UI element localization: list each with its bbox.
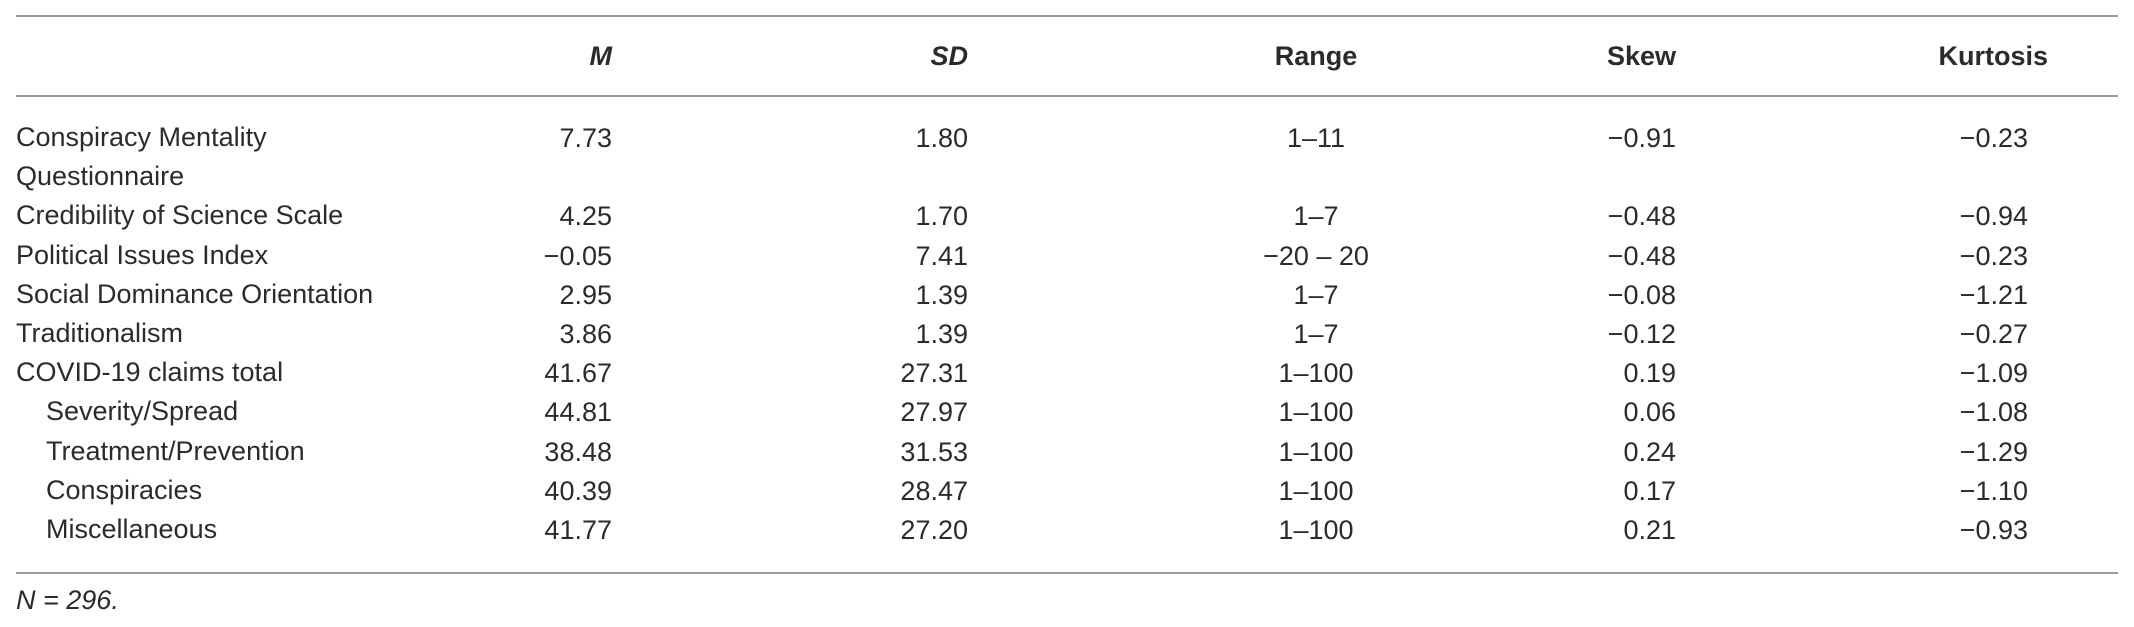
- cell-skew: −0.12: [1607, 318, 1676, 349]
- cell-m: 41.67: [544, 358, 612, 389]
- cell-skew: 0.19: [1623, 358, 1676, 389]
- cell-kurtosis: −0.23: [1959, 240, 2028, 271]
- cell-kurtosis: −1.09: [1959, 358, 2028, 389]
- table-row: Conspiracy Mentality Questionnaire 7.73 1.…: [16, 118, 2118, 196]
- cell-skew: −0.48: [1607, 201, 1676, 232]
- cell-sd: 27.97: [900, 397, 968, 428]
- table-row: Credibility of Science Scale 4.25 1.70 1–7 −…: [16, 196, 2118, 235]
- cell-m: 38.48: [544, 436, 612, 467]
- cell-range: 1–7: [1293, 279, 1339, 310]
- cell-range: 1–11: [1286, 123, 1346, 153]
- cell-m: 40.39: [544, 475, 612, 506]
- cell-sd: 1.39: [915, 279, 968, 310]
- cell-skew: −0.08: [1607, 279, 1676, 310]
- table-row: Traditionalism 3.86 1.39 1–7 −0.12 −0.27: [16, 314, 2118, 353]
- cell-range: 1–100: [1278, 436, 1354, 467]
- cell-m: −0.05: [543, 240, 612, 271]
- row-label: Political Issues Index: [16, 239, 269, 270]
- table-header-rule: [16, 95, 2118, 97]
- cell-skew: 0.17: [1623, 475, 1676, 506]
- cell-range: −20 – 20: [1263, 240, 1369, 271]
- header-m: M: [589, 41, 613, 71]
- table-row: Conspiracies 40.39 28.47 1–100 0.17 −1.10: [16, 471, 2118, 510]
- cell-range: 1–100: [1278, 397, 1354, 428]
- cell-m: 4.25: [559, 201, 612, 232]
- header-kurtosis: Kurtosis: [1938, 41, 2048, 71]
- table-row: COVID-19 claims total 41.67 27.31 1–100 0.19…: [16, 353, 2118, 392]
- table-bottom-rule: [16, 572, 2118, 574]
- cell-kurtosis: −0.93: [1959, 514, 2028, 545]
- row-label: Miscellaneous: [46, 513, 218, 544]
- cell-kurtosis: −0.23: [1959, 123, 2028, 153]
- table-row: Severity/Spread 44.81 27.97 1–100 0.06 −1.08: [16, 392, 2118, 431]
- table-row: Miscellaneous 41.77 27.20 1–100 0.21 −0.93: [16, 510, 2118, 549]
- row-label: COVID-19 claims total: [16, 357, 284, 388]
- table-row: Treatment/Prevention 38.48 31.53 1–100 0.24 −…: [16, 432, 2118, 471]
- table-note: N = 296.: [16, 585, 119, 615]
- header-skew: Skew: [1606, 41, 1676, 71]
- row-label: Conspiracies: [46, 474, 203, 505]
- header-sd: SD: [930, 41, 968, 71]
- cell-sd: 28.47: [900, 475, 968, 506]
- cell-kurtosis: −0.94: [1959, 201, 2028, 232]
- row-label: Treatment/Prevention: [46, 435, 305, 466]
- row-label: Traditionalism: [16, 317, 184, 348]
- cell-kurtosis: −1.29: [1959, 436, 2028, 467]
- cell-sd: 1.70: [915, 201, 968, 232]
- cell-range: 1–100: [1278, 514, 1354, 545]
- cell-sd: 31.53: [900, 436, 968, 467]
- cell-kurtosis: −1.10: [1959, 475, 2028, 506]
- cell-skew: −0.48: [1607, 240, 1676, 271]
- cell-range: 1–100: [1278, 475, 1354, 506]
- cell-m: 41.77: [544, 514, 612, 545]
- header-range: Range: [1274, 41, 1358, 71]
- row-label: Severity/Spread: [46, 396, 239, 427]
- cell-range: 1–7: [1293, 201, 1339, 232]
- cell-skew: 0.06: [1623, 397, 1676, 428]
- cell-sd: 7.41: [915, 240, 968, 271]
- cell-skew: −0.91: [1607, 123, 1676, 153]
- cell-m: 2.95: [559, 279, 612, 310]
- cell-sd: 27.20: [900, 514, 968, 545]
- cell-range: 1–100: [1278, 358, 1354, 389]
- cell-skew: 0.21: [1623, 514, 1676, 545]
- cell-m: 44.81: [544, 397, 612, 428]
- row-label: Social Dominance Orientation: [16, 278, 374, 309]
- cell-kurtosis: −0.27: [1959, 318, 2028, 349]
- cell-kurtosis: −1.21: [1959, 279, 2028, 310]
- cell-kurtosis: −1.08: [1959, 397, 2028, 428]
- table-body: Conspiracy Mentality Questionnaire 7.73 1.…: [16, 118, 2118, 549]
- table-row: Political Issues Index −0.05 7.41 −20 – 20 −…: [16, 236, 2118, 275]
- row-label: Conspiracy Mentality Questionnaire: [16, 122, 267, 192]
- cell-sd: 1.80: [915, 123, 968, 153]
- cell-m: 3.86: [559, 318, 612, 349]
- table-top-rule: [16, 15, 2118, 17]
- cell-sd: 1.39: [915, 318, 968, 349]
- row-label: Credibility of Science Scale: [16, 200, 344, 231]
- cell-skew: 0.24: [1623, 436, 1676, 467]
- cell-range: 1–7: [1293, 318, 1339, 349]
- table-row: Social Dominance Orientation 2.95 1.39 1–7 −…: [16, 275, 2118, 314]
- cell-m: 7.73: [559, 123, 612, 153]
- table-header-row: M SD Range Skew Kurtosis: [16, 17, 2118, 95]
- cell-sd: 27.31: [900, 358, 968, 389]
